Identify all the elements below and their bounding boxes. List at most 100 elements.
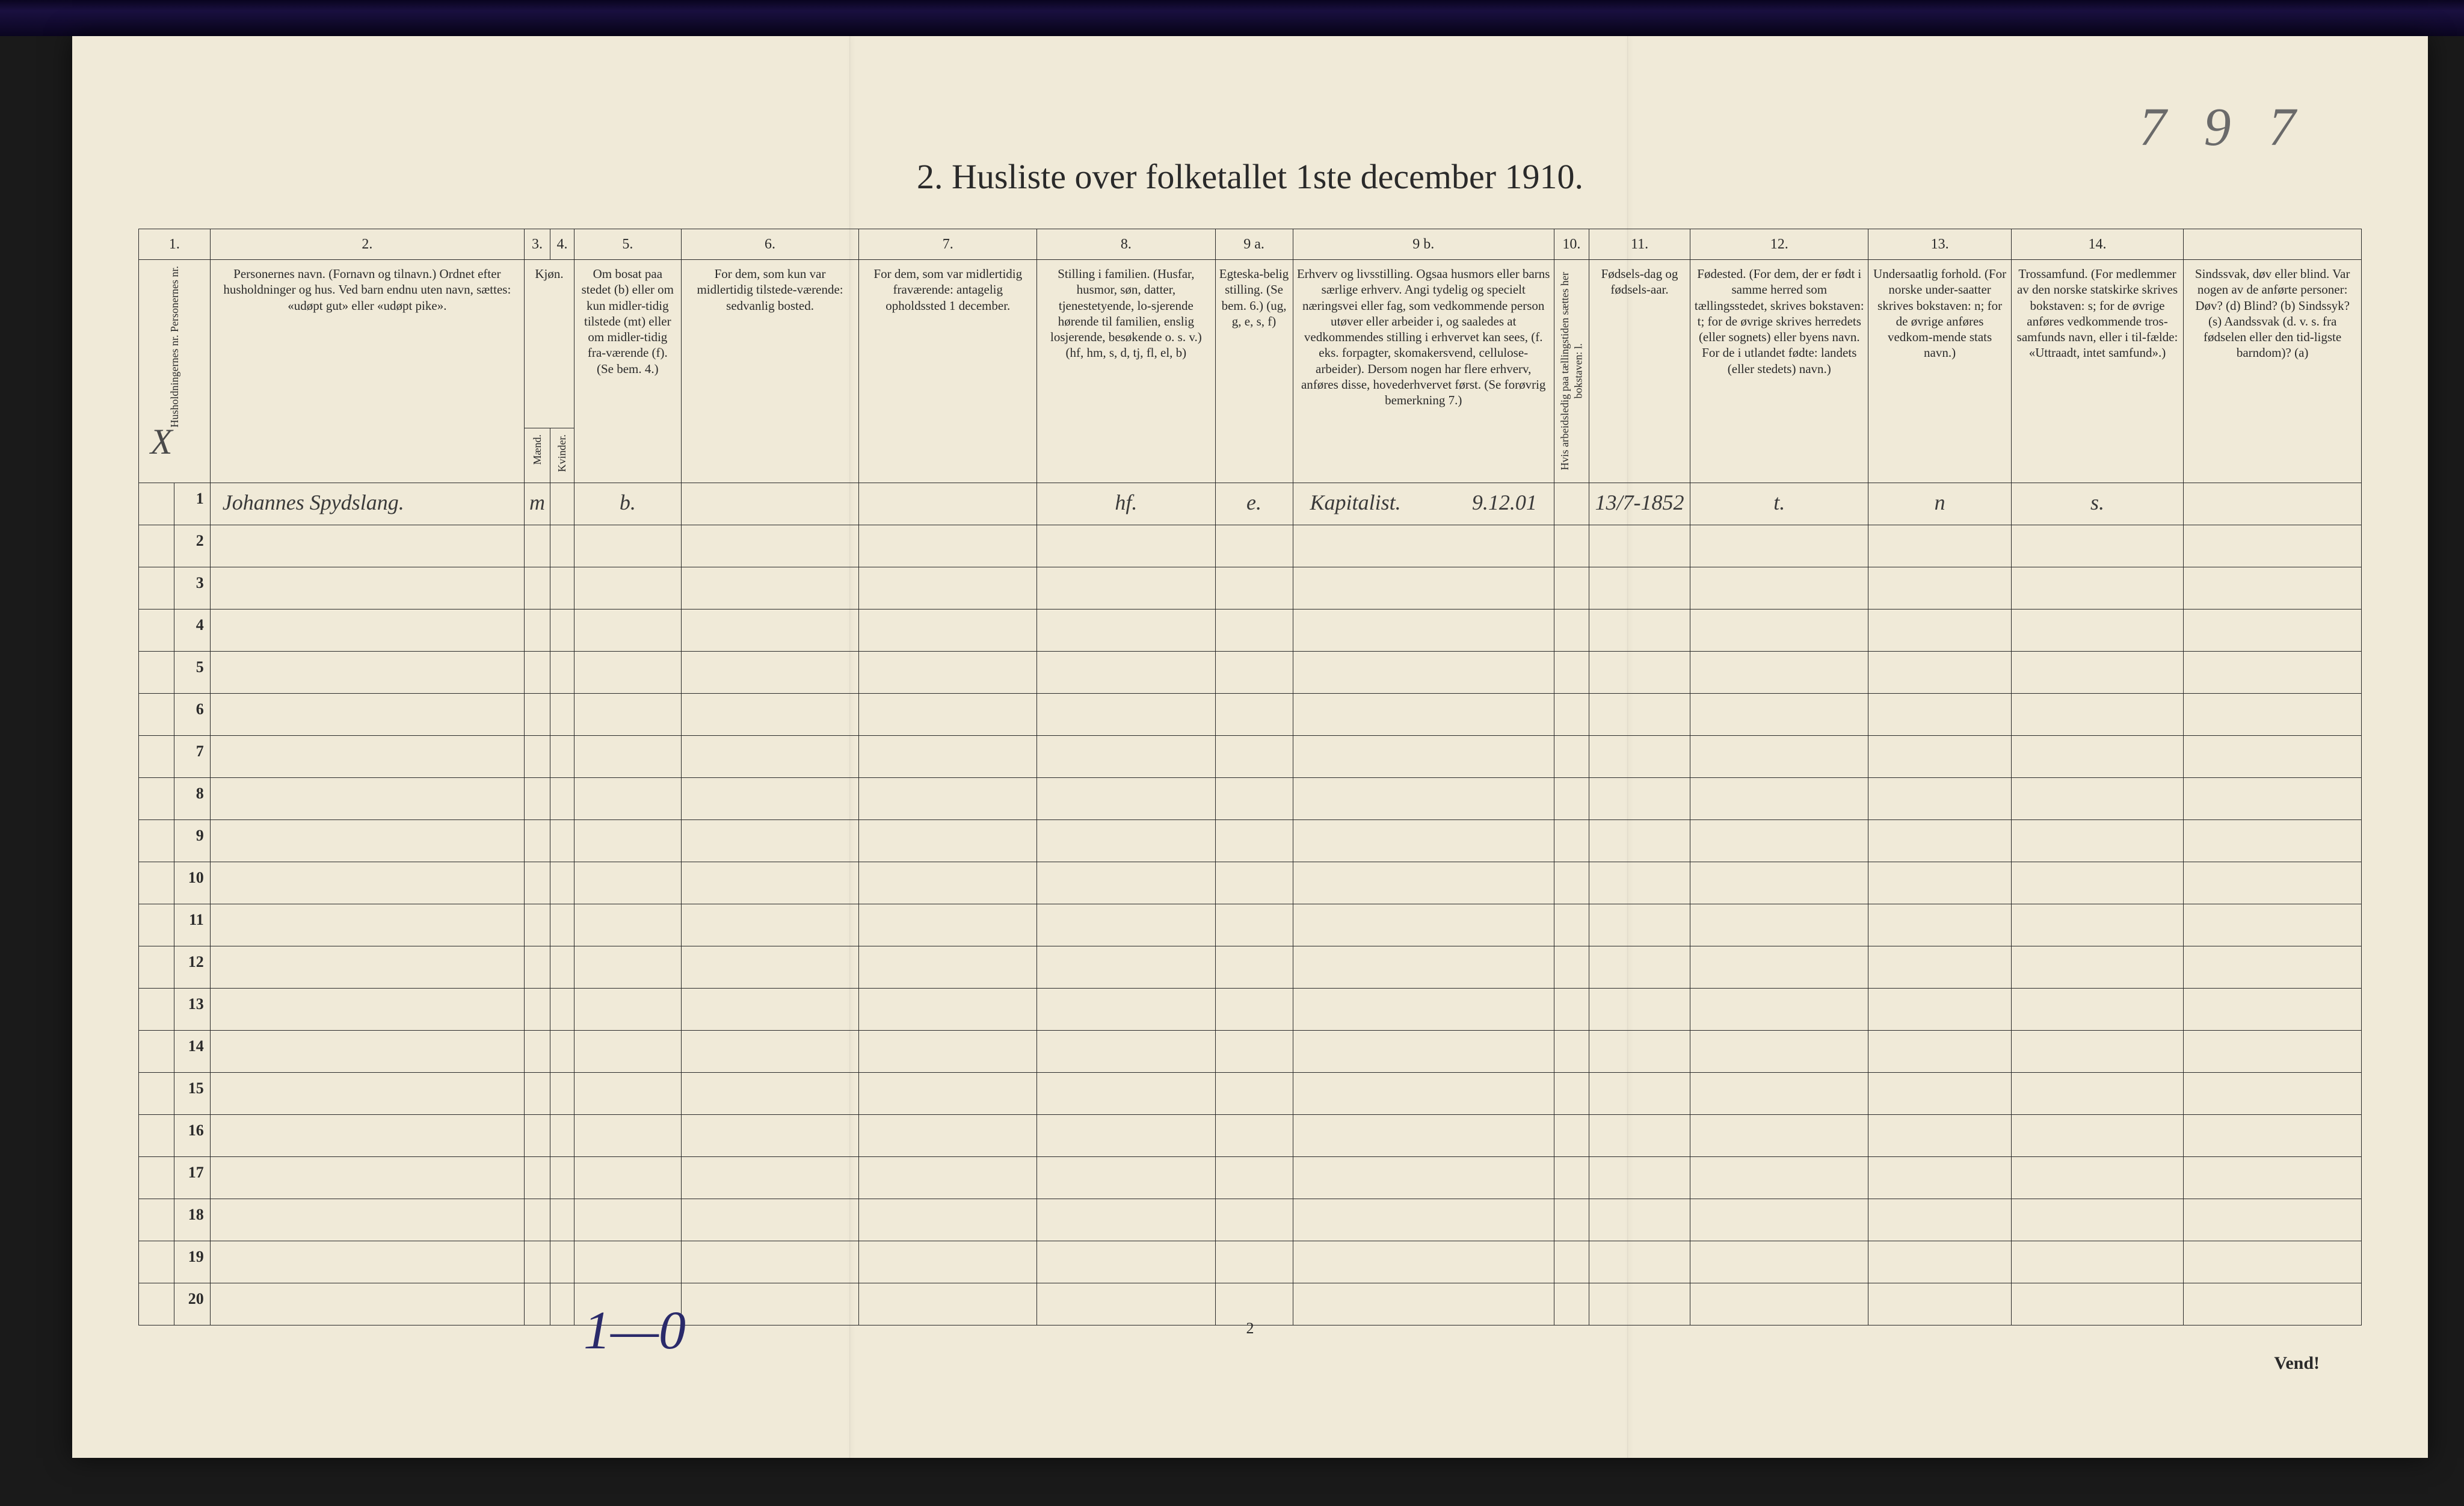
header-fodsel: Fødsels-dag og fødsels-aar. [1589,260,1690,483]
data-cell [1037,777,1215,819]
colnum-8: 8. [1037,229,1215,260]
data-cell [681,609,859,651]
header-sindssvak: Sindssvak, døv eller blind. Var nogen av… [2184,260,2362,483]
data-cell [574,693,681,735]
header-kjon: Kjøn. [525,260,574,428]
data-cell [550,609,574,651]
data-cell [681,1241,859,1283]
data-cell [1215,525,1293,567]
data-cell [1037,1283,1215,1325]
data-cell [2011,1156,2184,1199]
census-table: 1. 2. 3. 4. 5. 6. 7. 8. 9 a. 9 b. 10. 11… [138,229,2362,1325]
data-cell [859,567,1037,609]
data-cell [574,1156,681,1199]
table-row: 10 [139,862,2362,904]
data-cell [1589,1241,1690,1283]
person-number-cell: 3 [174,567,211,609]
data-cell [681,651,859,693]
data-cell [1690,693,1868,735]
data-cell [1554,904,1589,946]
data-cell [525,946,550,988]
data-cell [2184,1156,2362,1199]
data-cell [2184,651,2362,693]
data-cell [1690,1241,1868,1283]
data-cell [550,1030,574,1072]
data-cell [1293,862,1554,904]
data-cell: n [1868,483,2011,525]
data-cell [859,819,1037,862]
data-cell [1215,946,1293,988]
data-cell [525,862,550,904]
data-cell [681,777,859,819]
data-cell [525,1199,550,1241]
data-cell [1215,567,1293,609]
printed-page-number: 2 [1246,1319,1254,1338]
data-cell [1037,1241,1215,1283]
table-row: 13 [139,988,2362,1030]
data-cell [1589,525,1690,567]
data-cell [2184,1030,2362,1072]
table-row: 18 [139,1199,2362,1241]
data-cell [859,483,1037,525]
data-cell [681,946,859,988]
data-cell [550,904,574,946]
data-cell [210,819,524,862]
data-cell [210,1283,524,1325]
data-cell [550,819,574,862]
data-cell [550,946,574,988]
colnum-9: 9 a. [1215,229,1293,260]
person-number-cell: 5 [174,651,211,693]
data-cell [2011,904,2184,946]
data-cell [1215,609,1293,651]
data-cell [210,1114,524,1156]
data-cell [525,735,550,777]
bottom-handwritten-tally: 1—0 [584,1300,686,1362]
data-cell [574,735,681,777]
data-cell [1293,693,1554,735]
data-cell [2184,946,2362,988]
data-cell [1868,862,2011,904]
data-cell [859,777,1037,819]
data-cell [1589,735,1690,777]
data-cell [1868,609,2011,651]
data-cell [550,862,574,904]
husholdning-cell [139,1156,174,1199]
data-cell [1554,946,1589,988]
data-cell [1037,862,1215,904]
data-cell: s. [2011,483,2184,525]
data-cell [1293,904,1554,946]
data-cell [1554,988,1589,1030]
data-cell [550,651,574,693]
data-cell [1690,777,1868,819]
data-cell [210,609,524,651]
data-cell [550,1072,574,1114]
data-cell [1293,1199,1554,1241]
data-cell [1215,1072,1293,1114]
data-cell [550,567,574,609]
data-cell [2184,1114,2362,1156]
data-cell [2184,1241,2362,1283]
data-cell [1037,693,1215,735]
husholdning-cell [139,567,174,609]
data-cell [681,1156,859,1199]
data-cell [1037,525,1215,567]
header-midl-fravaer: For dem, som var midlertidig fraværende:… [859,260,1037,483]
data-cell [1868,1156,2011,1199]
data-cell [574,1114,681,1156]
data-cell [210,735,524,777]
colnum-9b: 10. [1554,229,1589,260]
person-number-cell: 7 [174,735,211,777]
table-row: 2 [139,525,2362,567]
data-cell [574,904,681,946]
data-cell [1037,567,1215,609]
table-row: 3 [139,567,2362,609]
table-row: 5 [139,651,2362,693]
husholdning-cell [139,483,174,525]
data-cell [1554,651,1589,693]
colnum-12: 13. [1868,229,2011,260]
husholdning-cell [139,862,174,904]
data-cell: t. [1690,483,1868,525]
data-cell [210,862,524,904]
header-arbeidsledig: Hvis arbeidsledig paa tællingstiden sætt… [1554,260,1589,483]
husholdning-cell [139,819,174,862]
